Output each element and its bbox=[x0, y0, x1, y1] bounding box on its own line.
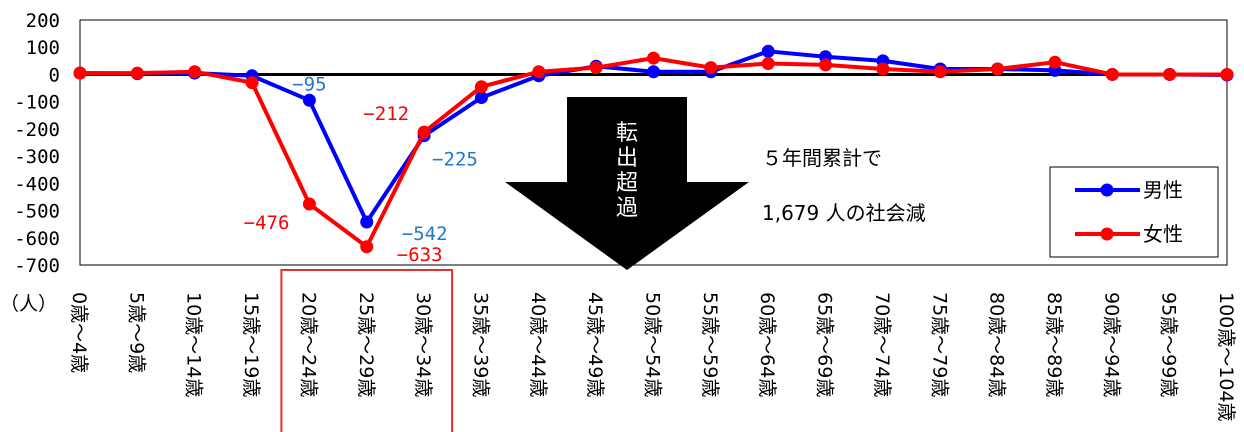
y-tick-label: -600 bbox=[14, 228, 60, 250]
data-point bbox=[417, 125, 431, 139]
data-point bbox=[876, 62, 890, 76]
x-tick-label: 30歳～34歳 bbox=[412, 292, 434, 397]
x-tick-label: 55歳～59歳 bbox=[699, 292, 721, 397]
data-point bbox=[474, 91, 488, 105]
data-point bbox=[245, 76, 259, 90]
data-label: −212 bbox=[363, 103, 409, 125]
data-label: −476 bbox=[244, 212, 290, 234]
arrow-shape bbox=[505, 97, 749, 270]
data-point bbox=[130, 66, 144, 80]
x-tick-label: 0歳～4歳 bbox=[68, 292, 90, 373]
data-point bbox=[589, 61, 603, 75]
data-point bbox=[188, 65, 202, 79]
y-tick-label: -300 bbox=[14, 146, 60, 168]
x-tick-label: 20歳～24歳 bbox=[297, 292, 319, 397]
y-tick-label: 200 bbox=[26, 10, 60, 32]
data-point bbox=[302, 93, 316, 107]
y-unit-label: （人） bbox=[0, 293, 57, 315]
plot-frame bbox=[79, 19, 1228, 266]
x-tick-label: 45歳～49歳 bbox=[584, 292, 606, 397]
x-tick-label: 65歳～69歳 bbox=[814, 292, 836, 397]
y-tick-label: -400 bbox=[14, 173, 60, 195]
legend-marker bbox=[1100, 183, 1114, 197]
y-tick-label: -700 bbox=[14, 255, 60, 277]
series-layer bbox=[73, 44, 1234, 254]
data-point bbox=[360, 240, 374, 254]
annotation-line: ５年間累計で bbox=[762, 146, 882, 170]
arrow-text-char: 出 bbox=[616, 146, 638, 171]
data-point bbox=[704, 61, 718, 75]
data-point bbox=[991, 62, 1005, 76]
y-tick-label: 0 bbox=[49, 64, 60, 86]
axis-layer: 200 100 0 -100 -200 -300 -400 -500 -600 -700 （人） 0歳… bbox=[0, 10, 1237, 432]
arrow-text-char: 過 bbox=[616, 196, 638, 221]
data-point bbox=[1163, 67, 1177, 81]
data-label: −542 bbox=[402, 223, 448, 245]
x-tick-label: 25歳～29歳 bbox=[355, 292, 377, 397]
data-point bbox=[302, 197, 316, 211]
highlight-box bbox=[280, 269, 454, 432]
data-point bbox=[1048, 55, 1062, 69]
x-tick-label: 90歳～94歳 bbox=[1100, 292, 1122, 397]
data-label: −225 bbox=[432, 149, 478, 171]
x-tick-label: 60歳～64歳 bbox=[756, 292, 778, 397]
legend-marker bbox=[1100, 227, 1114, 241]
data-point bbox=[474, 80, 488, 94]
data-point bbox=[647, 51, 660, 65]
arrow-text-char: 超 bbox=[616, 171, 638, 196]
x-tick-label: 10歳～14歳 bbox=[183, 292, 205, 397]
data-point bbox=[761, 57, 775, 71]
data-label: −633 bbox=[397, 244, 443, 266]
x-tick-label: 40歳～44歳 bbox=[527, 292, 549, 397]
data-point bbox=[933, 65, 947, 79]
data-point bbox=[647, 65, 660, 79]
x-tick-label: 75歳～79歳 bbox=[928, 292, 950, 397]
legend-box bbox=[1049, 166, 1219, 258]
y-tick-label: -200 bbox=[14, 119, 60, 141]
annotation-line: 1,679 人の社会減 bbox=[762, 201, 926, 225]
x-tick-label: 5歳～9歳 bbox=[125, 292, 147, 373]
x-tick-label: 80歳～84歳 bbox=[986, 292, 1008, 397]
x-tick-label: 95歳～99歳 bbox=[1158, 292, 1180, 397]
data-point bbox=[1105, 67, 1119, 81]
x-tick-label: 15歳～19歳 bbox=[240, 292, 262, 397]
x-tick-label: 70歳～74歳 bbox=[871, 292, 893, 397]
x-tick-label: 50歳～54歳 bbox=[642, 292, 664, 397]
data-point bbox=[532, 65, 546, 79]
y-tick-label: -100 bbox=[14, 92, 60, 114]
x-tick-label: 100歳～104歳 bbox=[1215, 292, 1237, 422]
legend-label: 女性 bbox=[1143, 222, 1183, 246]
x-tick-label: 35歳～39歳 bbox=[469, 292, 491, 397]
arrow-text-char: 転 bbox=[616, 121, 638, 146]
data-point bbox=[819, 58, 833, 72]
label-layer: ５年間累計で 1,679 人の社会減 −95 −542 −225 −476 −633 −212 bbox=[244, 73, 926, 265]
data-point bbox=[360, 215, 374, 229]
legend-label: 男性 bbox=[1143, 178, 1183, 202]
y-tick-label: -500 bbox=[14, 201, 60, 223]
data-point bbox=[1220, 67, 1234, 81]
x-tick-label: 85歳～89歳 bbox=[1043, 292, 1065, 397]
data-point bbox=[73, 66, 87, 80]
data-point bbox=[761, 44, 775, 58]
y-tick-label: 100 bbox=[26, 37, 60, 59]
data-label: −95 bbox=[292, 73, 326, 95]
